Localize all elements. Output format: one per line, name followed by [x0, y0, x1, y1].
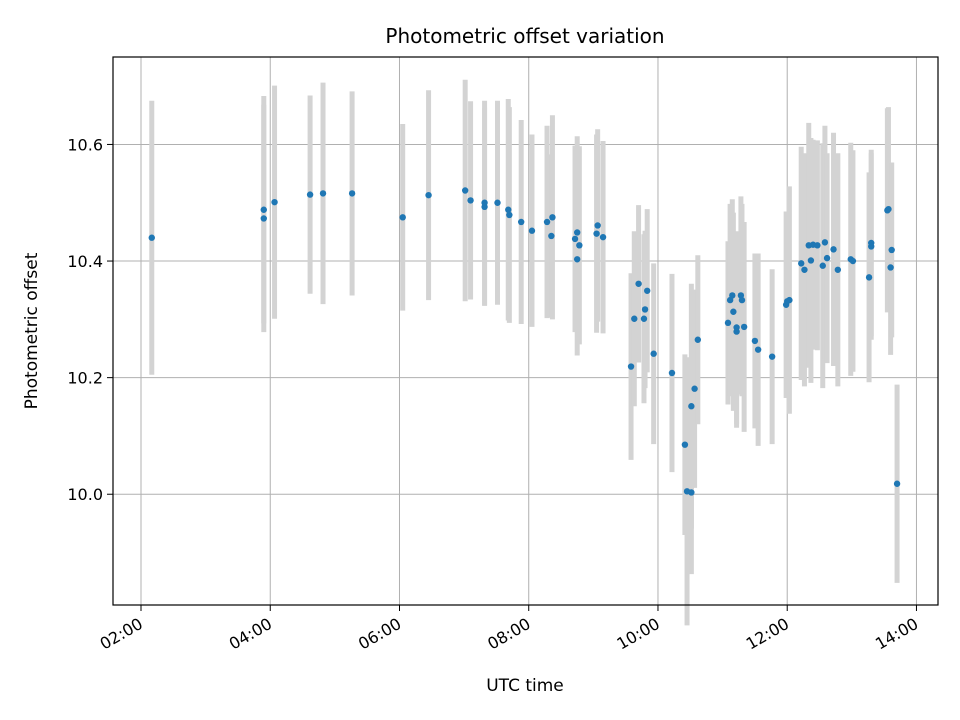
data-point — [814, 242, 821, 249]
data-point — [635, 280, 642, 287]
data-point — [505, 206, 512, 213]
data-point — [887, 264, 894, 271]
data-point — [594, 222, 601, 229]
data-point — [631, 315, 638, 322]
data-points — [148, 187, 901, 496]
data-point — [481, 199, 488, 206]
data-point — [668, 369, 676, 377]
data-point — [740, 323, 748, 331]
data-point — [260, 206, 267, 213]
data-point — [543, 218, 551, 226]
data-point — [528, 227, 536, 234]
data-point — [823, 254, 831, 262]
data-point — [573, 229, 581, 236]
data-point — [688, 403, 695, 410]
data-point — [885, 205, 892, 213]
data-point — [691, 385, 698, 392]
data-point — [319, 190, 327, 197]
data-point — [576, 242, 583, 249]
data-point — [399, 214, 406, 221]
data-point — [599, 233, 607, 241]
data-point — [893, 480, 901, 487]
data-point — [801, 266, 808, 273]
y-tick-label: 10.2 — [67, 369, 103, 388]
data-point — [548, 232, 555, 240]
data-point — [865, 274, 873, 281]
data-point — [830, 246, 837, 253]
data-point — [260, 215, 267, 222]
data-point — [730, 308, 737, 315]
data-point — [681, 441, 689, 448]
data-point — [650, 350, 657, 357]
data-point — [821, 239, 829, 246]
data-point — [506, 211, 513, 219]
data-point — [425, 191, 432, 199]
data-point — [549, 214, 556, 221]
data-point — [819, 262, 826, 269]
data-point — [849, 257, 857, 265]
data-point — [768, 353, 776, 360]
data-point — [888, 246, 895, 254]
data-point — [306, 191, 314, 198]
data-point — [467, 197, 474, 204]
data-point — [494, 199, 501, 206]
data-point — [694, 336, 702, 343]
data-point — [724, 319, 732, 327]
data-point — [798, 260, 805, 267]
plot-frame — [112, 56, 939, 606]
data-point — [729, 292, 736, 299]
data-point — [148, 234, 155, 241]
data-point — [271, 198, 278, 206]
data-point — [688, 489, 695, 496]
data-point — [868, 239, 875, 247]
data-point — [807, 257, 815, 264]
y-tick-label: 10.0 — [67, 485, 103, 504]
x-axis-label: UTC time — [486, 676, 564, 696]
data-point — [461, 187, 469, 194]
y-tick-label: 10.4 — [67, 252, 103, 271]
data-point — [571, 235, 579, 243]
data-point — [517, 218, 525, 226]
data-point — [593, 230, 600, 237]
data-point — [733, 328, 740, 335]
data-point — [751, 337, 759, 345]
data-point — [627, 363, 635, 370]
data-point — [754, 346, 762, 353]
data-point — [640, 315, 648, 322]
data-point — [834, 266, 842, 273]
chart-title: Photometric offset variation — [385, 24, 664, 48]
y-axis-label: Photometric offset — [22, 252, 42, 409]
data-point — [348, 190, 356, 197]
data-point — [644, 287, 651, 294]
data-point — [573, 256, 581, 263]
data-point — [738, 296, 746, 304]
y-tick-label: 10.6 — [67, 135, 103, 154]
data-point — [641, 306, 649, 313]
data-point — [786, 296, 793, 304]
